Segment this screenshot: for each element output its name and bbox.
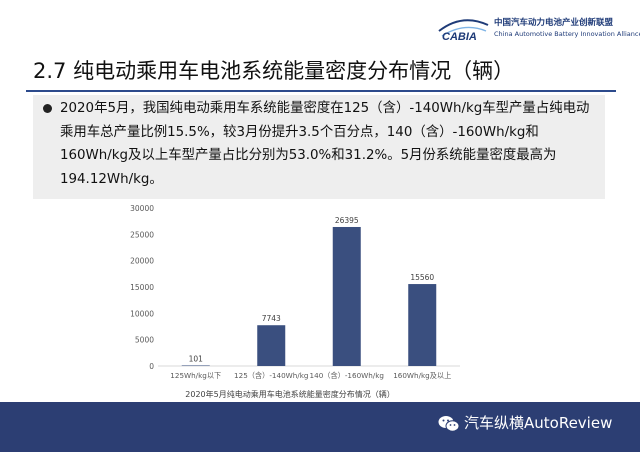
logo-chinese-name: 中国汽车动力电池产业创新联盟 [494,18,614,28]
wechat-icon [438,415,460,432]
x-tick-label-3: 160Wh/kg及以上 [393,371,451,380]
y-tick-label-2: 10000 [130,309,154,318]
summary-text: 2020年5月，我国纯电动乘用车系统能量密度在125（含）-140Wh/kg车型… [60,101,590,187]
data-label-0: 101 [189,354,204,363]
bar-0 [181,365,210,366]
x-axis: 125Wh/kg以下 125（含）-140Wh/kg 140（含）-160Wh/kg… [170,371,451,380]
y-tick-label-0: 0 [149,362,154,371]
logo-english-name: China Automotive Battery Innovation Alli… [494,30,640,38]
cabia-logo-mark: CABIA [438,19,489,43]
bullet-icon [43,104,52,113]
alliance-logo: CABIA 中国汽车动力电池产业创新联盟 China Automotive Ba… [436,14,640,44]
bar-1 [257,325,286,366]
bar-3 [408,284,437,366]
x-tick-label-2: 140（含）-160Wh/kg [310,371,384,380]
watermark: 汽车纵横AutoReview [438,412,612,433]
summary-box: 2020年5月，我国纯电动乘用车系统能量密度在125（含）-140Wh/kg车型… [33,95,605,199]
y-tick-label-1: 5000 [135,336,154,345]
y-axis: 0 5000 10000 15000 20000 25000 30000 [130,204,154,371]
bar-chart: 0 5000 10000 15000 20000 25000 30000 101 7743 26… [130,204,460,399]
footer-bar [0,402,640,452]
title-divider [26,90,616,92]
data-label-3: 15560 [410,273,434,282]
x-tick-label-1: 125（含）-140Wh/kg [234,371,308,380]
chart-title: 2020年5月纯电动乘用车电池系统能量密度分布情况（辆） [185,389,394,399]
y-tick-label-3: 15000 [130,283,154,292]
y-tick-label-5: 25000 [130,230,154,239]
bar-series: 101 7743 26395 15560 [181,216,437,366]
watermark-text: 汽车纵横AutoReview [464,414,613,432]
y-tick-label-6: 30000 [130,204,154,213]
data-label-2: 26395 [335,216,359,225]
page-title: 2.7 纯电动乘用车电池系统能量密度分布情况（辆） [33,59,515,83]
y-tick-label-4: 20000 [130,257,154,266]
bar-2 [332,226,361,366]
x-tick-label-0: 125Wh/kg以下 [170,371,221,380]
logo-mark-text: CABIA [442,31,477,43]
data-label-1: 7743 [262,314,281,323]
